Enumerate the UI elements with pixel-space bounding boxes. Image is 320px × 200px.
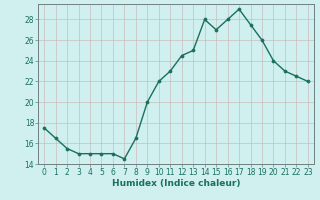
X-axis label: Humidex (Indice chaleur): Humidex (Indice chaleur) bbox=[112, 179, 240, 188]
